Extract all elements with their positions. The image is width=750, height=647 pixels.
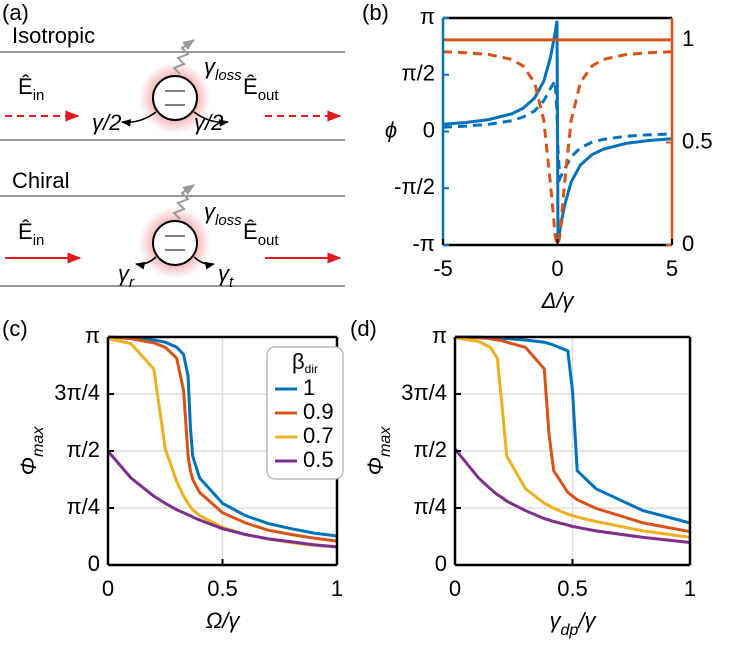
text-part: in	[33, 87, 45, 104]
x-tick-label: 0	[102, 576, 114, 601]
loss-rate: γloss	[204, 199, 242, 230]
x-tick-label: 0.5	[207, 576, 238, 601]
x-tick-label: -5	[433, 256, 453, 281]
panel-label: (a)	[2, 0, 29, 25]
y-tick-label: π/4	[413, 494, 447, 519]
text-part: γ	[204, 54, 217, 79]
data-line	[454, 335, 691, 534]
x-axis-label: Ω/γ	[206, 608, 242, 633]
text-part: Ê	[18, 219, 33, 244]
decay-rate: γ/2	[194, 110, 223, 135]
decay-arrow	[121, 111, 157, 127]
data-line	[107, 335, 338, 538]
decay-rate: γ/2	[92, 110, 121, 135]
text-part: r	[129, 274, 135, 291]
y-tick-label: π/2	[66, 437, 100, 462]
text-part: max	[377, 426, 394, 457]
y-tick-label: π/2	[401, 61, 435, 86]
text-part: loss	[215, 212, 242, 229]
y-tick-label: -π/2	[394, 174, 435, 199]
decay-arrow	[135, 256, 157, 270]
data-line	[107, 335, 338, 543]
text-part: Φ	[16, 457, 41, 475]
y-axis-label: Φmax	[16, 426, 47, 476]
y2-tick-label: 1	[682, 26, 694, 51]
y-tick-label: π/4	[66, 494, 100, 519]
panel-label: (d)	[350, 316, 377, 341]
diagram-shapes	[0, 39, 345, 287]
input-field: Êin	[18, 219, 44, 250]
input-field: Êin	[18, 74, 44, 105]
y-tick-label: 0	[423, 117, 435, 142]
loss-rate: γloss	[204, 54, 242, 85]
y-tick-label: 0	[88, 551, 100, 576]
data-line	[453, 447, 691, 544]
text-part: Ê	[243, 74, 258, 99]
text-part: loss	[215, 67, 242, 84]
x-tick-label: 0	[551, 256, 563, 281]
text-part: out	[258, 232, 280, 249]
x-axis-label: γdp/γ	[550, 608, 598, 639]
y-axis-label: Φmax	[363, 426, 394, 476]
atom	[152, 75, 198, 121]
data-line	[106, 450, 338, 549]
y2-tick-label: 0	[682, 231, 694, 256]
legend-box	[266, 346, 344, 480]
text-part: dp	[561, 622, 579, 639]
y-tick-label: 3π/4	[54, 380, 100, 405]
x-tick-label: 1	[331, 576, 343, 601]
y2-tick-label: 0.5	[682, 128, 713, 153]
row-title: Chiral	[12, 168, 69, 193]
legend-title: βdir	[292, 349, 318, 376]
y-tick-label: -π	[412, 231, 435, 256]
data-line	[454, 336, 691, 539]
text-part: Φ	[363, 457, 388, 475]
atom	[152, 220, 198, 266]
x-tick-label: 1	[684, 576, 696, 601]
output-field: Êout	[243, 219, 279, 250]
decay-rate: γt	[218, 261, 234, 292]
row-title: Isotropic	[12, 23, 95, 48]
decay-arrow	[193, 111, 229, 127]
legend-entry: 0.5	[303, 447, 334, 472]
text-part: γ	[204, 199, 217, 224]
panel-label: (c)	[2, 316, 28, 341]
y-tick-label: π	[432, 323, 447, 348]
text-part: γ	[118, 261, 131, 286]
y-tick-label: π	[85, 323, 100, 348]
loss-arrow	[172, 184, 195, 220]
text-part: Ê	[243, 219, 258, 244]
text-part: max	[30, 426, 47, 457]
legend-entry: 0.9	[303, 399, 334, 424]
text-part: β	[292, 349, 305, 374]
decay-arrow	[193, 256, 215, 270]
legend-entry: 1	[303, 375, 315, 400]
text-part: dir	[305, 362, 318, 376]
text-part: out	[258, 87, 280, 104]
x-tick-label: 5	[666, 256, 678, 281]
y-tick-label: π/2	[413, 437, 447, 462]
x-tick-label: 0	[449, 576, 461, 601]
text-part: γ	[218, 261, 231, 286]
text-part: γ	[550, 608, 563, 633]
y-tick-label: π	[420, 4, 435, 29]
text-part: t	[229, 274, 234, 291]
x-axis-label: Δ/γ	[541, 288, 576, 313]
data-line	[442, 76, 673, 185]
text-part: /γ	[576, 608, 597, 633]
panel-label: (b)	[362, 0, 389, 25]
loss-arrow	[172, 39, 195, 75]
output-field: Êout	[243, 74, 279, 105]
y-tick-label: 3π/4	[401, 380, 447, 405]
x-tick-label: 0.5	[557, 576, 588, 601]
text-part: in	[33, 232, 45, 249]
y-tick-label: 0	[435, 551, 447, 576]
text-part: Ê	[18, 74, 33, 99]
decay-rate: γr	[118, 261, 135, 292]
y-axis-label: ϕ	[385, 117, 397, 142]
legend-entry: 0.7	[303, 423, 334, 448]
